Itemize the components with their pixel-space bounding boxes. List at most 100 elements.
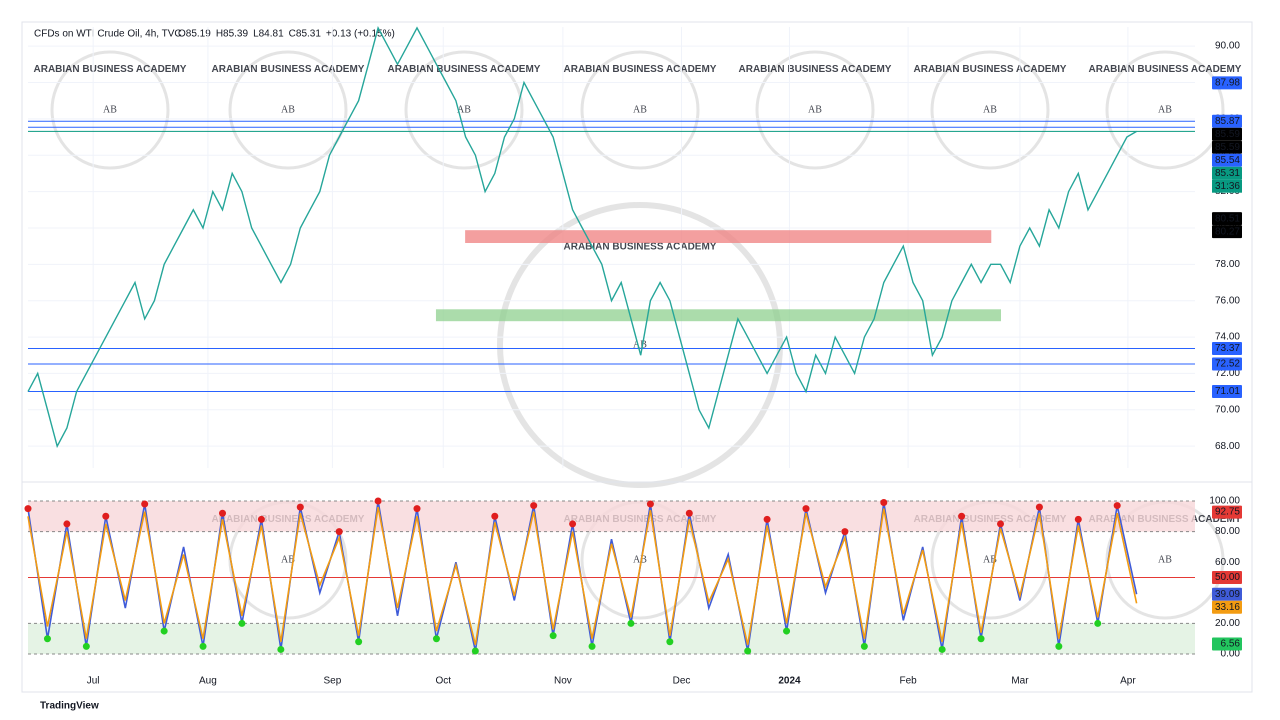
- x-tick-label: 2024: [778, 676, 801, 687]
- y-tick-label: 100.00: [1209, 496, 1240, 507]
- signal-dot: [530, 502, 538, 510]
- x-tick-label: Nov: [554, 676, 572, 687]
- ohlc-value: C85.31: [289, 29, 322, 40]
- y-tick-label: 68.00: [1215, 441, 1240, 452]
- y-tick-label: 0.00: [1221, 649, 1241, 660]
- watermark-text: ARABIAN BUSINESS ACADEMY: [1089, 64, 1242, 75]
- price-tag: [1212, 153, 1242, 167]
- signal-dot: [977, 635, 985, 643]
- price-tag-label: 6.56: [1221, 639, 1241, 650]
- watermark-text: ARABIAN BUSINESS ACADEMY: [34, 64, 187, 75]
- signal-dot: [296, 503, 304, 511]
- price-tag: [1212, 114, 1242, 128]
- x-tick-label: Jul: [87, 676, 100, 687]
- signal-dot: [491, 512, 499, 520]
- watermark-logo: AB: [1158, 554, 1172, 565]
- watermark-logo: AB: [281, 104, 295, 115]
- signal-dot: [432, 635, 440, 643]
- signal-dot: [880, 499, 888, 507]
- watermark-text: ARABIAN BUSINESS ACADEMY: [388, 64, 541, 75]
- signal-dot: [471, 647, 479, 655]
- signal-dot: [1094, 619, 1102, 627]
- y-tick-label: 20.00: [1215, 618, 1240, 629]
- price-tag-label: 85.31: [1215, 168, 1240, 179]
- band: [28, 623, 1195, 655]
- watermark-ring: [497, 202, 783, 488]
- signal-dot: [997, 520, 1004, 528]
- signal-dot: [588, 642, 596, 650]
- x-tick-label: Oct: [435, 676, 451, 687]
- y-tick-label: 80.00: [1215, 526, 1240, 537]
- signal-dot: [1113, 502, 1121, 510]
- price-tag: [1212, 140, 1242, 154]
- watermark-text: ARABIAN BUSINESS ACADEMY: [564, 242, 717, 253]
- signal-dot: [63, 520, 71, 528]
- price-tag-label: 72.52: [1215, 359, 1240, 370]
- price-tag-label: 39.09: [1215, 589, 1240, 600]
- watermark-text: ARABIAN BUSINESS ACADEMY: [564, 64, 717, 75]
- watermark-logo: AB: [281, 554, 295, 565]
- signal-dot: [1035, 503, 1043, 511]
- price-tag-label: 73.37: [1215, 343, 1240, 354]
- signal-dot: [277, 645, 285, 653]
- signal-dot: [958, 512, 966, 520]
- watermark-logo: AB: [633, 554, 647, 565]
- signal-dot: [1055, 642, 1063, 650]
- signal-dot: [666, 638, 674, 646]
- price-tag: [1212, 637, 1242, 651]
- watermark-logo: AB: [1158, 104, 1172, 115]
- y-tick-label: 90.00: [1215, 41, 1240, 52]
- watermark-logo: AB: [457, 104, 471, 115]
- signal-dot: [141, 500, 149, 508]
- signal-dot: [102, 512, 110, 520]
- price-tag-label: 85.87: [1215, 116, 1240, 127]
- footer: TradingView: [40, 701, 99, 712]
- signal-dot: [783, 627, 791, 635]
- x-tick-label: Aug: [199, 676, 217, 687]
- x-tick-label: Apr: [1120, 676, 1136, 687]
- price-tag: [1212, 76, 1242, 90]
- signal-dot: [160, 627, 168, 635]
- band: [28, 500, 1195, 532]
- price-tag: [1212, 166, 1242, 180]
- frame: [21, 21, 1253, 693]
- price-tag-label: 85.54: [1215, 155, 1240, 166]
- signal-dot: [569, 520, 577, 528]
- y-tick-label: 70.00: [1215, 404, 1240, 415]
- price-tag: [1212, 212, 1242, 226]
- x-tick-label: Mar: [1011, 676, 1029, 687]
- signal-dot: [257, 515, 265, 523]
- signal-dot: [82, 642, 90, 650]
- signal-dot: [627, 619, 635, 627]
- signal-dot: [43, 635, 51, 643]
- signal-dot: [763, 515, 771, 523]
- price-tag: [1212, 384, 1242, 398]
- signal-dot: [335, 528, 343, 536]
- zone: [465, 230, 992, 243]
- signal-dot: [549, 632, 557, 640]
- ohlc-value: L84.81: [253, 29, 284, 40]
- series-line: [27, 26, 1137, 449]
- countdown-tag: [1212, 179, 1242, 193]
- watermark-logo: AB: [633, 104, 647, 115]
- watermark-ring: [50, 50, 170, 170]
- signal-dot: [685, 509, 693, 517]
- price-tag-label: 71.01: [1215, 386, 1240, 397]
- x-tick-label: Sep: [323, 676, 341, 687]
- watermark-logo: AB: [808, 104, 822, 115]
- signal-dot: [413, 505, 421, 513]
- signal-dot: [238, 619, 246, 627]
- chart-title: CFDs on WTI Crude Oil, 4h, TVC: [34, 29, 182, 40]
- signal-dot: [1074, 515, 1082, 523]
- price-tag-label: 85.59: [1215, 129, 1240, 140]
- zone: [435, 309, 1001, 322]
- price-tag-label: 80.51: [1215, 213, 1240, 224]
- price-tag-label: 87.98: [1215, 77, 1240, 88]
- watermark-ring: [930, 50, 1050, 170]
- price-tag: [1212, 600, 1242, 614]
- y-tick-label: 60.00: [1215, 557, 1240, 568]
- watermark-logo: AB: [983, 104, 997, 115]
- series-line: [27, 506, 1138, 645]
- price-tag: [1212, 225, 1242, 239]
